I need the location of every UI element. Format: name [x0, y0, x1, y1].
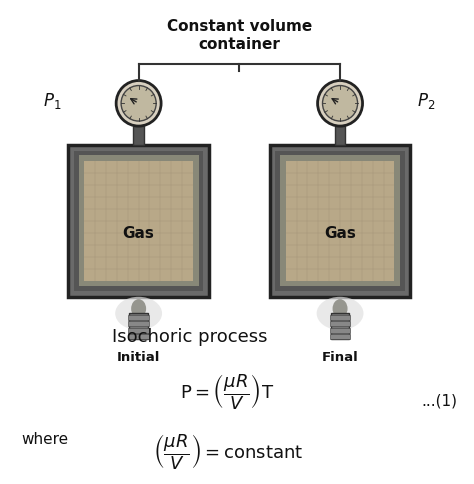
Ellipse shape [131, 299, 146, 318]
Text: Isochoric process: Isochoric process [112, 328, 268, 346]
Text: Gas: Gas [123, 226, 155, 241]
Bar [330, 321, 350, 326]
Text: Initial: Initial [117, 351, 160, 364]
Text: ...(1): ...(1) [421, 394, 457, 409]
Ellipse shape [317, 297, 364, 330]
Bar [331, 313, 349, 339]
Text: $\boldsymbol{P_1}$: $\boldsymbol{P_1}$ [43, 91, 61, 111]
Bar [330, 315, 350, 320]
Bar [275, 151, 405, 291]
Bar [330, 328, 350, 333]
Text: $\boldsymbol{P_2}$: $\boldsymbol{P_2}$ [417, 91, 436, 111]
Text: Gas: Gas [324, 226, 356, 241]
Bar [84, 161, 193, 281]
Bar [79, 155, 199, 287]
Bar [280, 155, 400, 287]
Bar [128, 328, 149, 333]
Ellipse shape [333, 299, 347, 318]
Bar [128, 334, 149, 339]
Bar [128, 315, 149, 320]
Text: Constant volume
container: Constant volume container [167, 19, 312, 52]
Bar [330, 334, 350, 339]
Text: Final: Final [322, 351, 358, 364]
Circle shape [318, 80, 363, 126]
Bar [128, 321, 149, 326]
Bar [129, 313, 148, 339]
Circle shape [116, 80, 161, 126]
Ellipse shape [115, 297, 162, 330]
Bar [270, 145, 410, 297]
Text: $\left(\dfrac{\mu R}{V}\right) = \mathrm{constant}$: $\left(\dfrac{\mu R}{V}\right) = \mathrm… [153, 432, 303, 471]
Bar [335, 126, 345, 145]
Text: $\mathrm{P} = \left(\dfrac{\mu R}{V}\right)\mathrm{T}$: $\mathrm{P} = \left(\dfrac{\mu R}{V}\rig… [181, 373, 275, 412]
Circle shape [121, 86, 156, 121]
Text: where: where [21, 432, 69, 447]
Bar [134, 126, 144, 145]
Bar [286, 161, 394, 281]
Bar [68, 145, 209, 297]
Circle shape [322, 86, 357, 121]
Bar [74, 151, 203, 291]
